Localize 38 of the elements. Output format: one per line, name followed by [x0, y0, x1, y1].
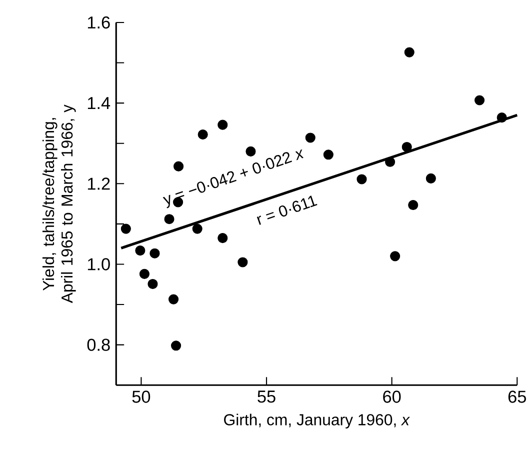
y-tick-label: 1.2 — [88, 178, 110, 190]
point — [168, 294, 179, 304]
point — [305, 132, 316, 143]
y-axis-title: Yield, tahils/tree/tapping, April 1965 to March 1966, y — [42, 104, 76, 304]
point — [390, 251, 400, 262]
point — [496, 112, 507, 123]
point — [404, 47, 414, 58]
point — [120, 224, 131, 234]
point — [198, 130, 208, 140]
point — [150, 248, 160, 259]
point — [218, 233, 228, 244]
point — [218, 120, 228, 130]
point — [323, 150, 334, 160]
point — [164, 214, 174, 224]
x-tick-label: 65 — [508, 390, 526, 404]
point — [174, 161, 184, 172]
point — [171, 340, 182, 351]
y-tick-label: 1.0 — [88, 258, 110, 271]
annotation: r = 0·611 — [256, 196, 318, 226]
x-tick-label: 50 — [132, 390, 150, 404]
point — [148, 279, 158, 290]
point — [426, 174, 436, 184]
point — [408, 200, 418, 210]
y-tick-label: 1.6 — [88, 16, 110, 29]
x-axis-title: Girth, cm, January 1960, x — [224, 414, 410, 429]
point — [356, 174, 367, 184]
point — [402, 142, 412, 152]
x-tick-label: 60 — [383, 390, 401, 404]
point — [139, 269, 150, 280]
point — [135, 246, 146, 256]
point — [173, 197, 184, 208]
point — [385, 157, 396, 168]
point — [192, 224, 202, 234]
point — [474, 95, 485, 106]
y-tick-label: 0.8 — [87, 338, 110, 352]
y-tick-label: 1.4 — [88, 97, 110, 110]
x-tick-label: 55 — [258, 390, 276, 403]
point — [238, 257, 248, 268]
